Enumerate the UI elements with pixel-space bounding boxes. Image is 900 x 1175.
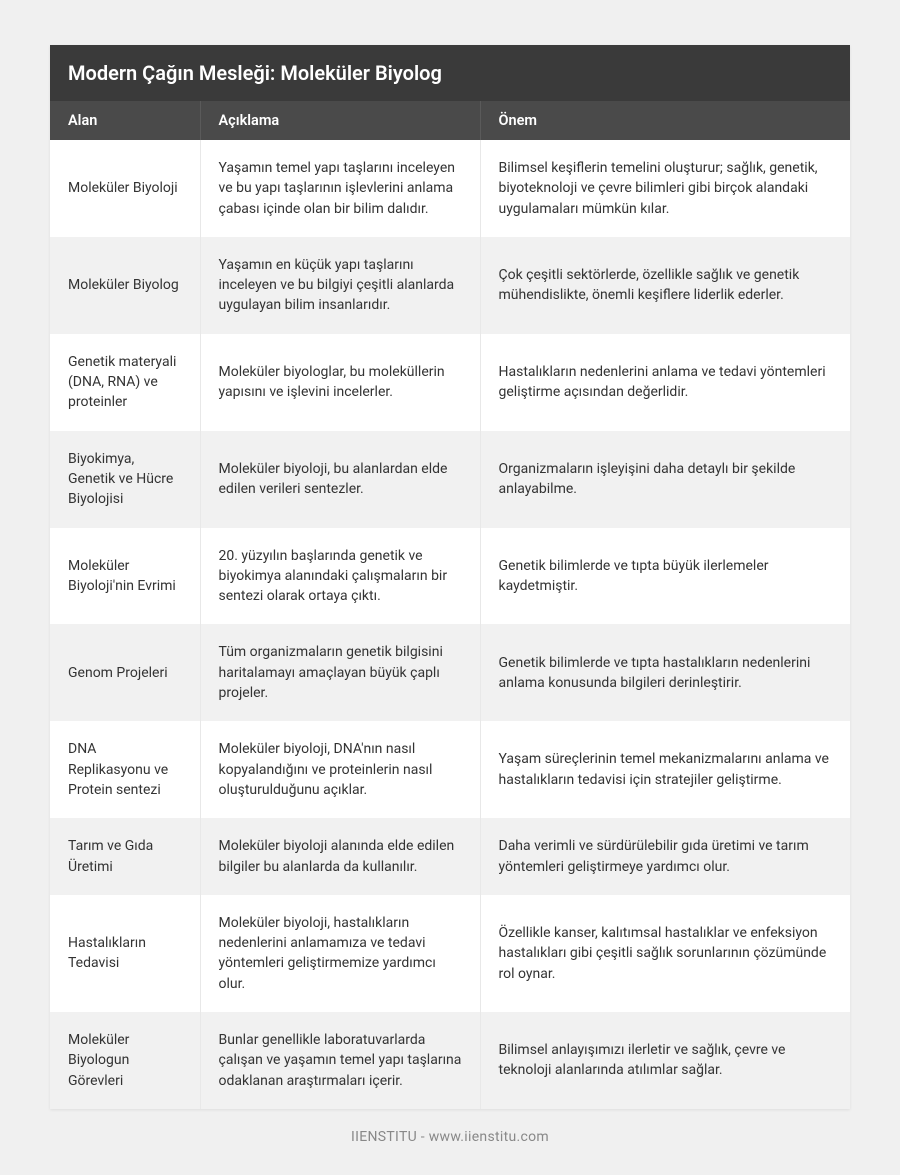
- page-title: Modern Çağın Mesleği: Moleküler Biyolog: [50, 45, 850, 101]
- cell-alan: Moleküler Biyoloji: [50, 140, 200, 237]
- table-header: Alan Açıklama Önem: [50, 101, 850, 140]
- table-container: Modern Çağın Mesleği: Moleküler Biyolog …: [50, 45, 850, 1109]
- cell-aciklama: Yaşamın temel yapı taşlarını inceleyen v…: [200, 140, 480, 237]
- cell-aciklama: Yaşamın en küçük yapı taşlarını inceleye…: [200, 237, 480, 334]
- table-row: Biyokimya, Genetik ve Hücre Biyolojisi M…: [50, 431, 850, 528]
- cell-onem: Genetik bilimlerde ve tıpta büyük ilerle…: [480, 528, 850, 625]
- cell-aciklama: Moleküler biyoloji, bu alanlardan elde e…: [200, 431, 480, 528]
- cell-onem: Özellikle kanser, kalıtımsal hastalıklar…: [480, 895, 850, 1012]
- cell-onem: Organizmaların işleyişini daha detaylı b…: [480, 431, 850, 528]
- cell-onem: Yaşam süreçlerinin temel mekanizmalarını…: [480, 721, 850, 818]
- table-row: Hastalıkların Tedavisi Moleküler biyoloj…: [50, 895, 850, 1012]
- cell-aciklama: Moleküler biyologlar, bu moleküllerin ya…: [200, 334, 480, 431]
- column-header-aciklama: Açıklama: [200, 101, 480, 140]
- cell-alan: Moleküler Biyologun Görevleri: [50, 1012, 200, 1109]
- table-row: Moleküler Biyoloji'nin Evrimi 20. yüzyıl…: [50, 528, 850, 625]
- cell-aciklama: 20. yüzyılın başlarında genetik ve biyok…: [200, 528, 480, 625]
- cell-alan: Genetik materyali (DNA, RNA) ve proteinl…: [50, 334, 200, 431]
- cell-aciklama: Bunlar genellikle laboratuvarlarda çalış…: [200, 1012, 480, 1109]
- table-row: Tarım ve Gıda Üretimi Moleküler biyoloji…: [50, 818, 850, 895]
- cell-onem: Çok çeşitli sektörlerde, özellikle sağlı…: [480, 237, 850, 334]
- cell-onem: Bilimsel keşiflerin temelini oluşturur; …: [480, 140, 850, 237]
- cell-aciklama: Moleküler biyoloji, DNA'nın nasıl kopyal…: [200, 721, 480, 818]
- cell-alan: Tarım ve Gıda Üretimi: [50, 818, 200, 895]
- footer-text: IIENSTITU - www.iienstitu.com: [50, 1129, 850, 1145]
- cell-alan: Hastalıkların Tedavisi: [50, 895, 200, 1012]
- table-row: Moleküler Biyologun Görevleri Bunlar gen…: [50, 1012, 850, 1109]
- cell-onem: Hastalıkların nedenlerini anlama ve teda…: [480, 334, 850, 431]
- cell-aciklama: Tüm organizmaların genetik bilgisini har…: [200, 624, 480, 721]
- table-row: Genom Projeleri Tüm organizmaların genet…: [50, 624, 850, 721]
- cell-alan: DNA Replikasyonu ve Protein sentezi: [50, 721, 200, 818]
- cell-alan: Moleküler Biyoloji'nin Evrimi: [50, 528, 200, 625]
- data-table: Alan Açıklama Önem Moleküler Biyoloji Ya…: [50, 101, 850, 1109]
- cell-onem: Genetik bilimlerde ve tıpta hastalıkları…: [480, 624, 850, 721]
- table-body: Moleküler Biyoloji Yaşamın temel yapı ta…: [50, 140, 850, 1109]
- cell-aciklama: Moleküler biyoloji alanında elde edilen …: [200, 818, 480, 895]
- cell-alan: Moleküler Biyolog: [50, 237, 200, 334]
- cell-alan: Biyokimya, Genetik ve Hücre Biyolojisi: [50, 431, 200, 528]
- cell-aciklama: Moleküler biyoloji, hastalıkların nedenl…: [200, 895, 480, 1012]
- table-row: Moleküler Biyoloji Yaşamın temel yapı ta…: [50, 140, 850, 237]
- column-header-alan: Alan: [50, 101, 200, 140]
- table-row: DNA Replikasyonu ve Protein sentezi Mole…: [50, 721, 850, 818]
- table-row: Genetik materyali (DNA, RNA) ve proteinl…: [50, 334, 850, 431]
- table-row: Moleküler Biyolog Yaşamın en küçük yapı …: [50, 237, 850, 334]
- column-header-onem: Önem: [480, 101, 850, 140]
- cell-alan: Genom Projeleri: [50, 624, 200, 721]
- cell-onem: Daha verimli ve sürdürülebilir gıda üret…: [480, 818, 850, 895]
- cell-onem: Bilimsel anlayışımızı ilerletir ve sağlı…: [480, 1012, 850, 1109]
